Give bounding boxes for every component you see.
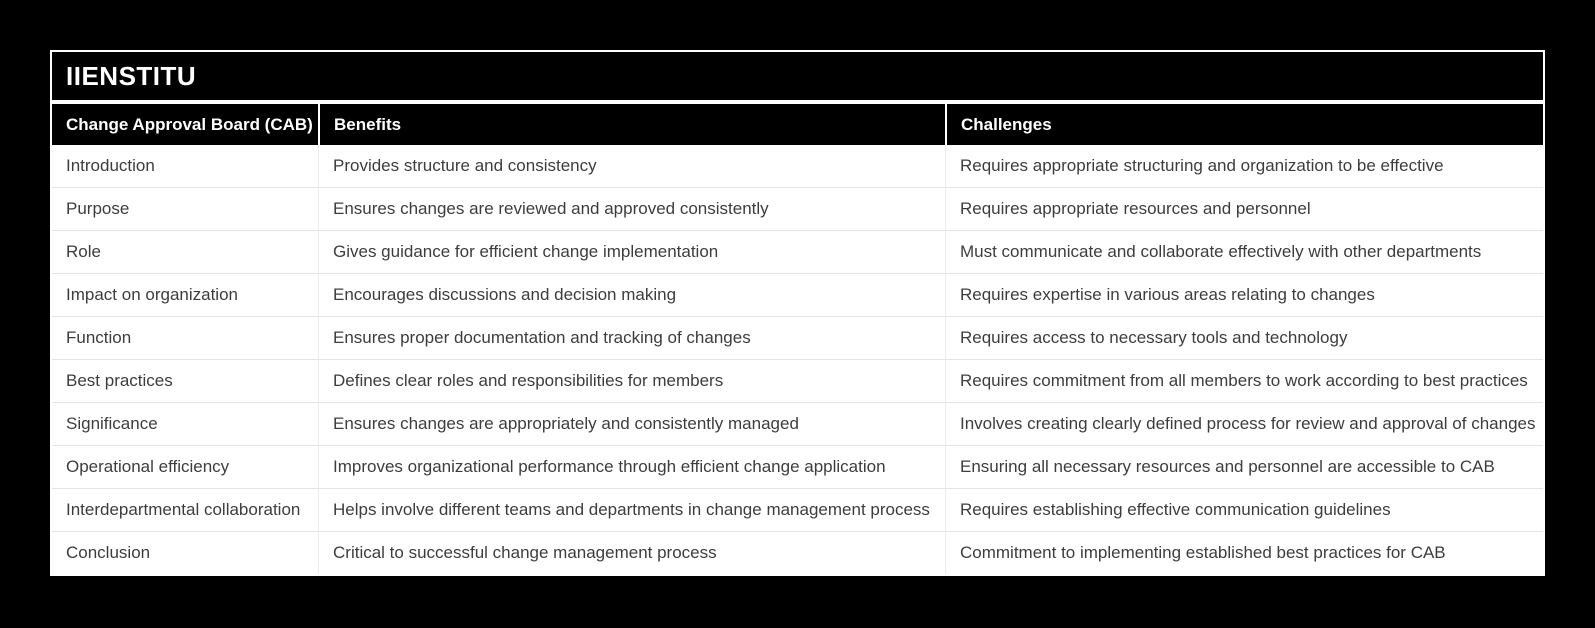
topic-cell: Impact on organization <box>52 274 318 317</box>
table-row: Significance Ensures changes are appropr… <box>52 403 1543 446</box>
table-row: Introduction Provides structure and cons… <box>52 145 1543 188</box>
table-row: Role Gives guidance for efficient change… <box>52 231 1543 274</box>
header-row: Change Approval Board (CAB) Benefits Cha… <box>52 104 1543 145</box>
table-row: Purpose Ensures changes are reviewed and… <box>52 188 1543 231</box>
table-row: Conclusion Critical to successful change… <box>52 532 1543 574</box>
benefit-cell: Helps involve different teams and depart… <box>318 489 945 532</box>
benefit-cell: Encourages discussions and decision maki… <box>318 274 945 317</box>
challenge-cell: Requires expertise in various areas rela… <box>945 274 1543 317</box>
topic-cell: Conclusion <box>52 532 318 574</box>
table-body: Introduction Provides structure and cons… <box>52 145 1543 574</box>
table-row: Operational efficiency Improves organiza… <box>52 446 1543 489</box>
brand-title-bar: IIENSTITU <box>52 52 1543 100</box>
challenge-cell: Must communicate and collaborate effecti… <box>945 231 1543 274</box>
benefit-cell: Ensures changes are appropriately and co… <box>318 403 945 446</box>
table-card: IIENSTITU Change Approval Board (CAB) Be… <box>50 50 1545 576</box>
benefit-cell: Ensures changes are reviewed and approve… <box>318 188 945 231</box>
topic-cell: Interdepartmental collaboration <box>52 489 318 532</box>
challenge-cell: Requires establishing effective communic… <box>945 489 1543 532</box>
benefit-cell: Defines clear roles and responsibilities… <box>318 360 945 403</box>
benefit-cell: Ensures proper documentation and trackin… <box>318 317 945 360</box>
column-header-benefits: Benefits <box>318 104 945 145</box>
benefit-cell: Gives guidance for efficient change impl… <box>318 231 945 274</box>
benefit-cell: Critical to successful change management… <box>318 532 945 574</box>
challenge-cell: Requires appropriate structuring and org… <box>945 145 1543 188</box>
column-header-challenges: Challenges <box>945 104 1543 145</box>
challenge-cell: Commitment to implementing established b… <box>945 532 1543 574</box>
table-row: Interdepartmental collaboration Helps in… <box>52 489 1543 532</box>
column-header-cab: Change Approval Board (CAB) <box>52 104 318 145</box>
topic-cell: Introduction <box>52 145 318 188</box>
topic-cell: Significance <box>52 403 318 446</box>
challenge-cell: Involves creating clearly defined proces… <box>945 403 1543 446</box>
challenge-cell: Ensuring all necessary resources and per… <box>945 446 1543 489</box>
topic-cell: Best practices <box>52 360 318 403</box>
benefit-cell: Improves organizational performance thro… <box>318 446 945 489</box>
topic-cell: Role <box>52 231 318 274</box>
table-row: Best practices Defines clear roles and r… <box>52 360 1543 403</box>
topic-cell: Purpose <box>52 188 318 231</box>
benefit-cell: Provides structure and consistency <box>318 145 945 188</box>
topic-cell: Operational efficiency <box>52 446 318 489</box>
challenge-cell: Requires appropriate resources and perso… <box>945 188 1543 231</box>
cab-table: Change Approval Board (CAB) Benefits Cha… <box>52 104 1543 574</box>
topic-cell: Function <box>52 317 318 360</box>
table-row: Impact on organization Encourages discus… <box>52 274 1543 317</box>
table-row: Function Ensures proper documentation an… <box>52 317 1543 360</box>
challenge-cell: Requires access to necessary tools and t… <box>945 317 1543 360</box>
brand-title: IIENSTITU <box>66 60 197 91</box>
challenge-cell: Requires commitment from all members to … <box>945 360 1543 403</box>
